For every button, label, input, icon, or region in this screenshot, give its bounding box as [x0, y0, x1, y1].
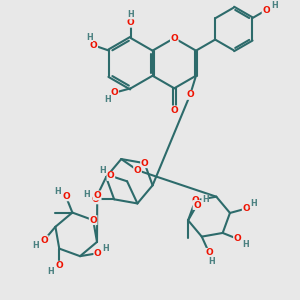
Text: H: H — [128, 10, 134, 19]
Text: H: H — [271, 1, 278, 10]
Text: H: H — [202, 195, 208, 204]
Text: H: H — [48, 266, 54, 275]
Text: O: O — [89, 216, 97, 225]
Text: O: O — [94, 249, 102, 258]
Text: O: O — [127, 18, 135, 27]
Text: O: O — [193, 200, 201, 209]
Text: O: O — [242, 204, 250, 213]
Text: H: H — [104, 95, 111, 104]
Text: H: H — [250, 199, 257, 208]
Text: O: O — [191, 196, 199, 205]
Text: H: H — [86, 33, 93, 42]
Text: H: H — [99, 166, 106, 175]
Text: O: O — [234, 234, 241, 243]
Text: O: O — [262, 6, 270, 15]
Text: H: H — [54, 188, 61, 196]
Text: O: O — [141, 159, 148, 168]
Text: O: O — [62, 192, 70, 201]
Text: H: H — [242, 240, 249, 249]
Text: H: H — [209, 256, 215, 266]
Text: O: O — [90, 41, 98, 50]
Text: O: O — [134, 166, 141, 175]
Text: O: O — [170, 106, 178, 115]
Text: O: O — [186, 90, 194, 99]
Text: O: O — [91, 195, 99, 204]
Text: O: O — [56, 261, 63, 270]
Text: H: H — [83, 190, 90, 199]
Text: H: H — [103, 244, 110, 253]
Text: O: O — [40, 236, 48, 244]
Text: O: O — [107, 172, 115, 181]
Text: O: O — [170, 34, 178, 43]
Text: O: O — [205, 248, 213, 257]
Text: O: O — [111, 88, 119, 97]
Text: H: H — [33, 241, 39, 250]
Text: O: O — [93, 191, 101, 200]
